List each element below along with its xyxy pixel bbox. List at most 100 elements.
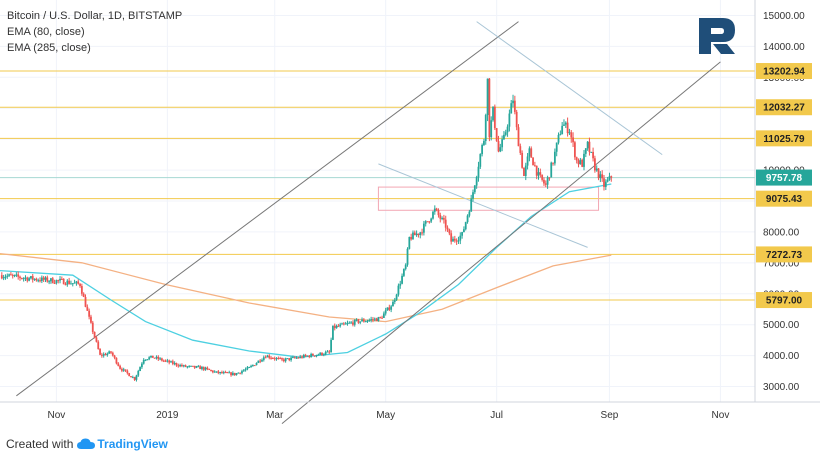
candle-body — [597, 168, 600, 179]
candle-body — [521, 152, 524, 168]
candle-body — [228, 372, 231, 374]
candle-body — [413, 232, 416, 236]
candle-body — [293, 357, 296, 359]
candle-body — [184, 365, 187, 367]
candle-body — [262, 357, 265, 360]
candle-body — [286, 358, 289, 360]
candle-body — [444, 219, 447, 228]
candle-body — [299, 356, 302, 358]
candle-body — [2, 277, 5, 279]
tradingview-link[interactable]: TradingView — [77, 437, 168, 451]
candle-body — [191, 365, 194, 367]
y-tick-label: 7000.00 — [763, 258, 800, 269]
candle-body — [164, 360, 167, 362]
chart-legend: Bitcoin / U.S. Dollar, 1D, BITSTAMP EMA … — [7, 8, 182, 56]
candle-body — [70, 283, 72, 285]
candle-body — [353, 319, 356, 325]
candle-body — [215, 371, 218, 373]
candle-body — [59, 278, 61, 281]
candle-body — [441, 217, 443, 219]
candle-body — [321, 352, 323, 356]
candle-body — [113, 355, 116, 358]
candle-body — [250, 365, 252, 368]
candle-body — [28, 278, 31, 281]
candle-body — [512, 100, 514, 104]
candle-body — [190, 365, 192, 367]
candle-body — [284, 358, 287, 362]
candle-body — [401, 275, 403, 284]
candle-body — [533, 165, 536, 167]
candle-body — [297, 357, 300, 359]
candle-body — [513, 100, 516, 112]
candle-body — [259, 360, 262, 362]
candle-body — [435, 208, 438, 211]
candle-body — [181, 364, 183, 367]
candle-body — [197, 366, 200, 368]
candle-body — [433, 208, 436, 212]
candle-body — [328, 351, 331, 353]
candle-body — [84, 296, 87, 307]
candle-body — [13, 274, 16, 276]
candle-body — [541, 174, 544, 180]
candle-body — [372, 319, 374, 321]
candle-body — [419, 232, 422, 236]
candle-body — [242, 370, 245, 372]
candle-body — [130, 376, 132, 378]
candle-body — [142, 359, 145, 364]
candle-body — [239, 372, 242, 374]
candle-body — [35, 278, 38, 281]
candle-body — [10, 274, 12, 276]
candle-body — [362, 319, 365, 322]
candle-body — [408, 236, 411, 249]
candle-body — [241, 371, 243, 374]
candle-body — [606, 179, 609, 182]
candle-body — [201, 366, 203, 370]
candle-body — [608, 176, 611, 180]
candle-body — [22, 278, 25, 280]
footer: Created with TradingView — [6, 437, 168, 451]
candle-body — [443, 217, 445, 220]
candle-body — [77, 281, 80, 284]
candle-body — [33, 278, 36, 280]
candle-body — [342, 323, 345, 325]
y-tick-label: 14000.00 — [763, 42, 805, 53]
candle-body — [173, 363, 176, 365]
candle-body — [186, 366, 189, 368]
broker-logo — [699, 18, 735, 54]
candle-body — [430, 218, 433, 222]
candle-body — [337, 325, 340, 327]
candle-body — [437, 210, 440, 216]
candle-body — [122, 369, 125, 371]
candle-body — [381, 317, 383, 319]
candle-body — [30, 276, 32, 279]
candle-body — [237, 372, 240, 374]
candle-body — [490, 120, 493, 138]
candle-body — [50, 278, 52, 282]
candle-body — [499, 147, 502, 152]
candle-body — [588, 141, 591, 153]
candle-body — [450, 233, 453, 242]
level-price-tag: 9075.43 — [766, 194, 803, 205]
candle-body — [563, 124, 565, 126]
candle-body — [111, 352, 114, 356]
candle-body — [584, 148, 587, 154]
candle-body — [204, 367, 207, 370]
candle-body — [388, 307, 391, 310]
candle-body — [508, 113, 511, 127]
candle-body — [64, 284, 67, 286]
candle-body — [217, 371, 220, 374]
candle-body — [231, 372, 234, 376]
candle-body — [506, 126, 509, 133]
candle-body — [568, 132, 571, 134]
candle-body — [115, 357, 118, 364]
candle-body — [71, 283, 74, 285]
candle-body — [288, 358, 291, 361]
candle-body — [570, 132, 573, 138]
candle-body — [235, 373, 238, 376]
candle-body — [368, 319, 371, 321]
candle-body — [246, 367, 249, 370]
candle-body — [144, 359, 147, 361]
candle-body — [422, 223, 425, 233]
ema285-label: EMA (285, close) — [7, 42, 91, 54]
